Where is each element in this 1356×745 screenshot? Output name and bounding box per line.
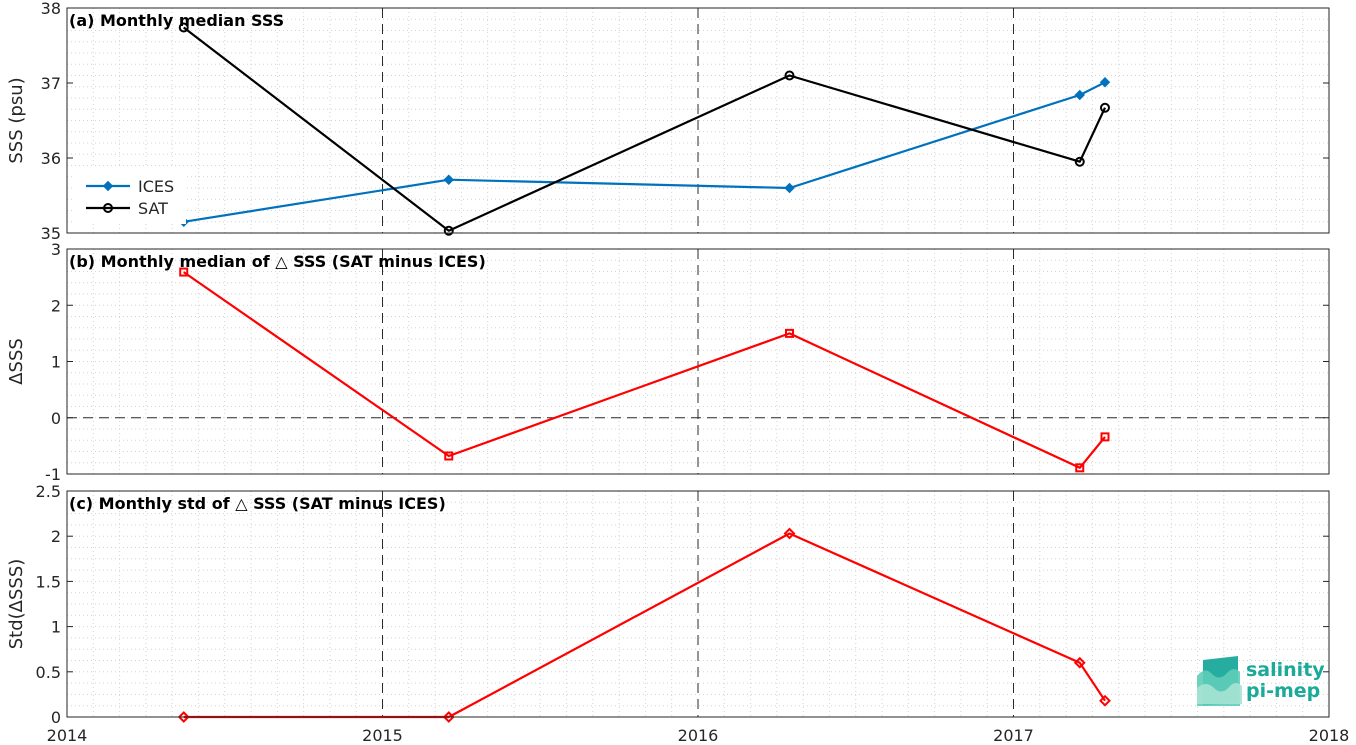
data-point-sat bbox=[443, 225, 454, 236]
panel-b-reference-lines bbox=[67, 249, 1329, 474]
data-point-ices bbox=[1099, 77, 1111, 88]
data-point-sat bbox=[178, 22, 189, 33]
x-tick-label: 2018 bbox=[1309, 726, 1350, 745]
salinity-pi-mep-logo: salinity pi-mep bbox=[1197, 656, 1325, 706]
data-point-ices bbox=[1074, 89, 1085, 101]
panel-c: 0 0.5 1 1.5 2 2.5 2014 2015 2016 2017 2018 (c) Mo… bbox=[6, 482, 1349, 745]
x-tick-label: 2015 bbox=[362, 726, 403, 745]
panel-c-reference-lines bbox=[382, 491, 1014, 717]
panel-b: -1 0 1 2 3 (b) Monthly median of △ SSS (SAT … bbox=[6, 240, 1330, 484]
panel-c-y-axis-label: Std(ΔSSS) bbox=[6, 559, 27, 650]
data-point-sat bbox=[1099, 102, 1110, 113]
panel-a-y-ticks: 35 36 37 38 bbox=[41, 0, 1329, 243]
data-point-ices bbox=[443, 174, 454, 185]
panel-b-series-line bbox=[183, 271, 1106, 469]
logo-waves-icon bbox=[1197, 656, 1242, 706]
x-tick-label: 2014 bbox=[47, 726, 88, 745]
data-point-sat bbox=[784, 70, 795, 81]
y-tick-label: 1 bbox=[51, 618, 61, 637]
y-tick-label: 0 bbox=[51, 708, 61, 727]
panel-c-grid bbox=[67, 491, 1329, 717]
legend-marker-sample bbox=[102, 180, 114, 192]
series-line-sat bbox=[183, 26, 1106, 232]
y-tick-label: 2.5 bbox=[36, 482, 61, 501]
y-tick-label: 3 bbox=[51, 240, 61, 259]
y-tick-label: 2 bbox=[51, 527, 61, 546]
y-tick-label: -1 bbox=[45, 465, 61, 484]
y-tick-label: 1 bbox=[51, 353, 61, 372]
panel-b-data-point bbox=[444, 451, 454, 461]
panel-b-data-point bbox=[179, 267, 189, 277]
panel-c-y-ticks: 0 0.5 1 1.5 2 2.5 bbox=[36, 482, 1329, 727]
y-tick-label: 37 bbox=[41, 74, 61, 93]
panel-c-title: (c) Monthly std of △ SSS (SAT minus ICES… bbox=[69, 494, 446, 513]
x-tick-label: 2016 bbox=[678, 726, 719, 745]
panel-a-grid bbox=[67, 8, 1329, 233]
panel-b-y-ticks: -1 0 1 2 3 bbox=[45, 240, 1329, 484]
panel-b-data-point bbox=[1075, 463, 1085, 473]
panel-b-series bbox=[179, 267, 1110, 473]
x-tick-label: 2017 bbox=[993, 726, 1034, 745]
panel-b-grid bbox=[67, 249, 1329, 474]
panel-c-data-point bbox=[177, 711, 190, 723]
panel-a-reference-lines bbox=[382, 8, 1014, 233]
panel-a-y-axis-label: SSS (psu) bbox=[6, 77, 27, 163]
panel-b-title: (b) Monthly median of △ SSS (SAT minus I… bbox=[69, 252, 486, 271]
logo-text-pi-mep: pi-mep bbox=[1246, 680, 1320, 702]
panel-b-data-point bbox=[784, 328, 794, 338]
data-point-sat bbox=[1074, 156, 1085, 167]
legend-label-sat: SAT bbox=[138, 199, 168, 218]
panel-c-data-point bbox=[783, 527, 796, 540]
panel-c-data-point bbox=[1073, 656, 1086, 669]
legend-entry-ices bbox=[86, 180, 130, 192]
logo-text-salinity: salinity bbox=[1246, 659, 1325, 681]
panel-c-data-point bbox=[1099, 694, 1111, 707]
y-tick-label: 0 bbox=[51, 409, 61, 428]
panel-a-title: (a) Monthly median SSS bbox=[69, 11, 284, 30]
y-tick-label: 36 bbox=[41, 149, 61, 168]
panel-a-series bbox=[178, 22, 1111, 236]
legend-label-ices: ICES bbox=[138, 177, 174, 196]
panel-a-axes-frame bbox=[66, 7, 1330, 234]
panel-b-y-axis-label: ΔSSS bbox=[6, 338, 27, 385]
legend-box bbox=[74, 168, 186, 224]
data-point-ices bbox=[784, 182, 795, 194]
legend-entry-sat bbox=[86, 203, 130, 213]
panel-b-data-point bbox=[1100, 432, 1110, 442]
y-tick-label: 1.5 bbox=[36, 572, 61, 591]
panel-a: 35 36 37 38 (a) Monthly median SSS SSS (psu… bbox=[6, 0, 1330, 243]
panel-c-data-point bbox=[442, 711, 455, 723]
panel-c-axes-frame bbox=[66, 490, 1330, 718]
y-tick-label: 38 bbox=[41, 0, 61, 18]
y-tick-label: 0.5 bbox=[36, 663, 61, 682]
legend-marker-sample bbox=[103, 203, 113, 213]
panel-c-x-ticks: 2014 2015 2016 2017 2018 bbox=[47, 726, 1350, 745]
y-tick-label: 35 bbox=[41, 224, 61, 243]
y-tick-label: 2 bbox=[51, 296, 61, 315]
legend: ICES SAT bbox=[74, 168, 186, 224]
